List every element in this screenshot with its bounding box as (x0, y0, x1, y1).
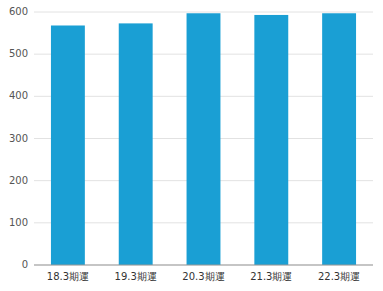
grid-line (34, 12, 373, 13)
x-axis-line (34, 265, 373, 266)
x-tick-label: 22.3期運 (318, 271, 360, 282)
chart-svg: 0 100 200 300 400 500 600 18.3期運 19.3期運 20.3期運 21.… (0, 0, 383, 291)
bar (187, 13, 221, 265)
y-tick-label: 400 (9, 90, 28, 101)
y-tick-label: 300 (9, 133, 28, 144)
y-tick-label: 500 (9, 48, 28, 59)
plot: 0 100 200 300 400 500 600 18.3期運 19.3期運 20.3期運 21.… (9, 6, 373, 282)
y-tick-label: 100 (9, 217, 28, 228)
y-tick-label: 200 (9, 175, 28, 186)
page: {"chart_data": {"type": "bar", "categori… (0, 0, 383, 291)
x-tick-label: 18.3期運 (47, 271, 89, 282)
x-tick-label: 19.3期運 (115, 271, 157, 282)
grid-line (34, 265, 373, 266)
x-tick-label: 20.3期運 (182, 271, 224, 282)
bar (254, 15, 288, 265)
x-tick-label: 21.3期運 (250, 271, 292, 282)
bar (119, 23, 153, 265)
bars (51, 13, 356, 265)
bar (51, 25, 85, 265)
chart-container: 0 100 200 300 400 500 600 18.3期運 19.3期運 20.3期運 21.… (0, 0, 383, 291)
bar (322, 13, 356, 265)
y-tick-label: 0 (22, 259, 28, 270)
y-tick-label: 600 (9, 6, 28, 17)
